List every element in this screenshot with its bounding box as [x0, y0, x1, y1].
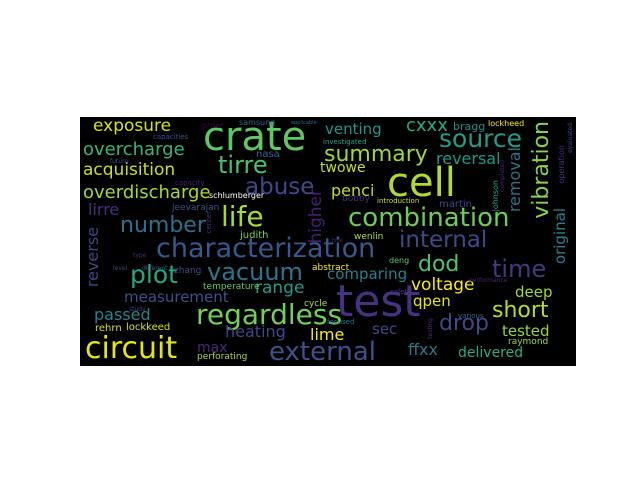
word-zhang: zhang — [174, 266, 202, 276]
word-vacuum: vacuum — [207, 258, 303, 286]
word-bobby: bobby — [342, 194, 370, 204]
word-twowe: twowe — [320, 160, 366, 176]
word-capacities: capacities — [153, 133, 189, 141]
word-combination: combination — [348, 203, 510, 233]
word-capacity: capacity — [175, 179, 205, 187]
word-circuit: circuit — [85, 331, 178, 366]
word-tested: tested — [502, 322, 550, 340]
word-lirre: lirre — [88, 200, 120, 219]
word-rehrn: rehrn — [95, 323, 122, 334]
word-perforating: perforating — [197, 352, 248, 362]
word-vibration: vibration — [529, 121, 554, 219]
word-time: time — [492, 255, 547, 283]
word-raymond: raymond — [508, 337, 549, 347]
word-tirre: tirre — [218, 151, 268, 179]
word-comparing: comparing — [327, 265, 408, 283]
word-nasa: nasa — [256, 149, 280, 160]
word-operation: operation — [557, 145, 566, 184]
word-cloud: test cell crate characterization combina… — [80, 117, 576, 366]
word-deep: deep — [515, 283, 553, 301]
word-final: final — [332, 238, 343, 244]
word-testing: testing — [427, 318, 434, 339]
word-overdischarge: overdischarge — [83, 182, 211, 203]
word-reverse: reverse — [83, 227, 102, 288]
word-number: number — [120, 213, 206, 238]
word-max: max — [197, 340, 228, 356]
word-martin: martin — [439, 199, 473, 210]
word-passed: passed — [94, 305, 151, 324]
word-range: range — [255, 278, 305, 298]
word-removal: removal — [505, 147, 524, 213]
word-ffxx: ffxx — [408, 340, 438, 359]
word-reversal: reversal — [436, 149, 501, 168]
word-temperature: temperature — [203, 282, 260, 292]
word-center: center — [205, 211, 213, 234]
word-venting: venting — [325, 120, 382, 138]
word-original: original — [551, 208, 569, 265]
word-different: different — [142, 265, 168, 272]
word-internal: internal — [399, 227, 488, 253]
word-exposure: exposure — [93, 117, 172, 136]
word-jeevarajan: jeevarajan — [172, 203, 220, 213]
word-delivered: delivered — [458, 345, 524, 361]
word-sec: sec — [372, 320, 398, 338]
word-introduction: introduction — [377, 197, 420, 205]
word-evaluated: evaluated — [567, 123, 574, 153]
word-regardless: regardless — [196, 298, 343, 331]
word-schlumberger: schlumberger — [209, 191, 265, 200]
word-test: test — [336, 276, 421, 327]
word-deng: deng — [389, 256, 410, 265]
word-characterization: characterization — [156, 233, 376, 264]
word-bragg: bragg — [453, 120, 486, 133]
word-dod: dod — [418, 252, 460, 277]
word-qpen: qpen — [413, 292, 451, 310]
word-external: external — [269, 337, 376, 366]
word-cell: cell — [387, 160, 456, 206]
word-type: type — [133, 252, 147, 259]
word-life: life — [221, 200, 264, 233]
word-heating: heating — [225, 322, 286, 341]
word-lockkeed: lockkeed — [126, 322, 171, 333]
word-wenlin: wenlin — [354, 232, 384, 242]
word-samsung: samsung — [239, 118, 276, 127]
word-completed: completed — [499, 160, 506, 192]
word-future: future — [110, 158, 129, 165]
word-applicable: applicable — [291, 120, 317, 126]
word-cxxx: cxxx — [406, 117, 448, 136]
word-short: short — [492, 298, 549, 323]
word-safety: safety — [390, 288, 412, 296]
word-investigated: investigated — [323, 138, 367, 146]
word-various: various — [458, 312, 484, 320]
word-level: level — [113, 265, 128, 272]
word-lime: lime — [310, 325, 345, 344]
word-source: source — [439, 124, 523, 153]
word-focused: focused — [327, 318, 355, 326]
word-crate: crate — [203, 117, 307, 160]
word-judith: judith — [240, 230, 269, 241]
word-penci: penci — [331, 181, 375, 200]
word-cycle: cycle — [304, 299, 328, 309]
word-study: study — [129, 306, 146, 313]
word-measurement: measurement — [124, 288, 229, 306]
word-drop: drop — [439, 311, 489, 336]
word-plot: plot — [130, 260, 178, 289]
word-abstract: abstract — [312, 263, 350, 273]
word-summary: summary — [324, 142, 428, 167]
word-acquisition: acquisition — [83, 160, 176, 180]
word-order: order — [202, 121, 224, 130]
word-performance: performance — [469, 277, 508, 284]
word-higher: higher — [306, 189, 326, 244]
word-overcharge: overcharge — [83, 139, 185, 160]
word-abuse: abuse — [245, 174, 315, 200]
word-lockheed: lockheed — [488, 119, 525, 128]
word-voltage: voltage — [411, 275, 475, 295]
